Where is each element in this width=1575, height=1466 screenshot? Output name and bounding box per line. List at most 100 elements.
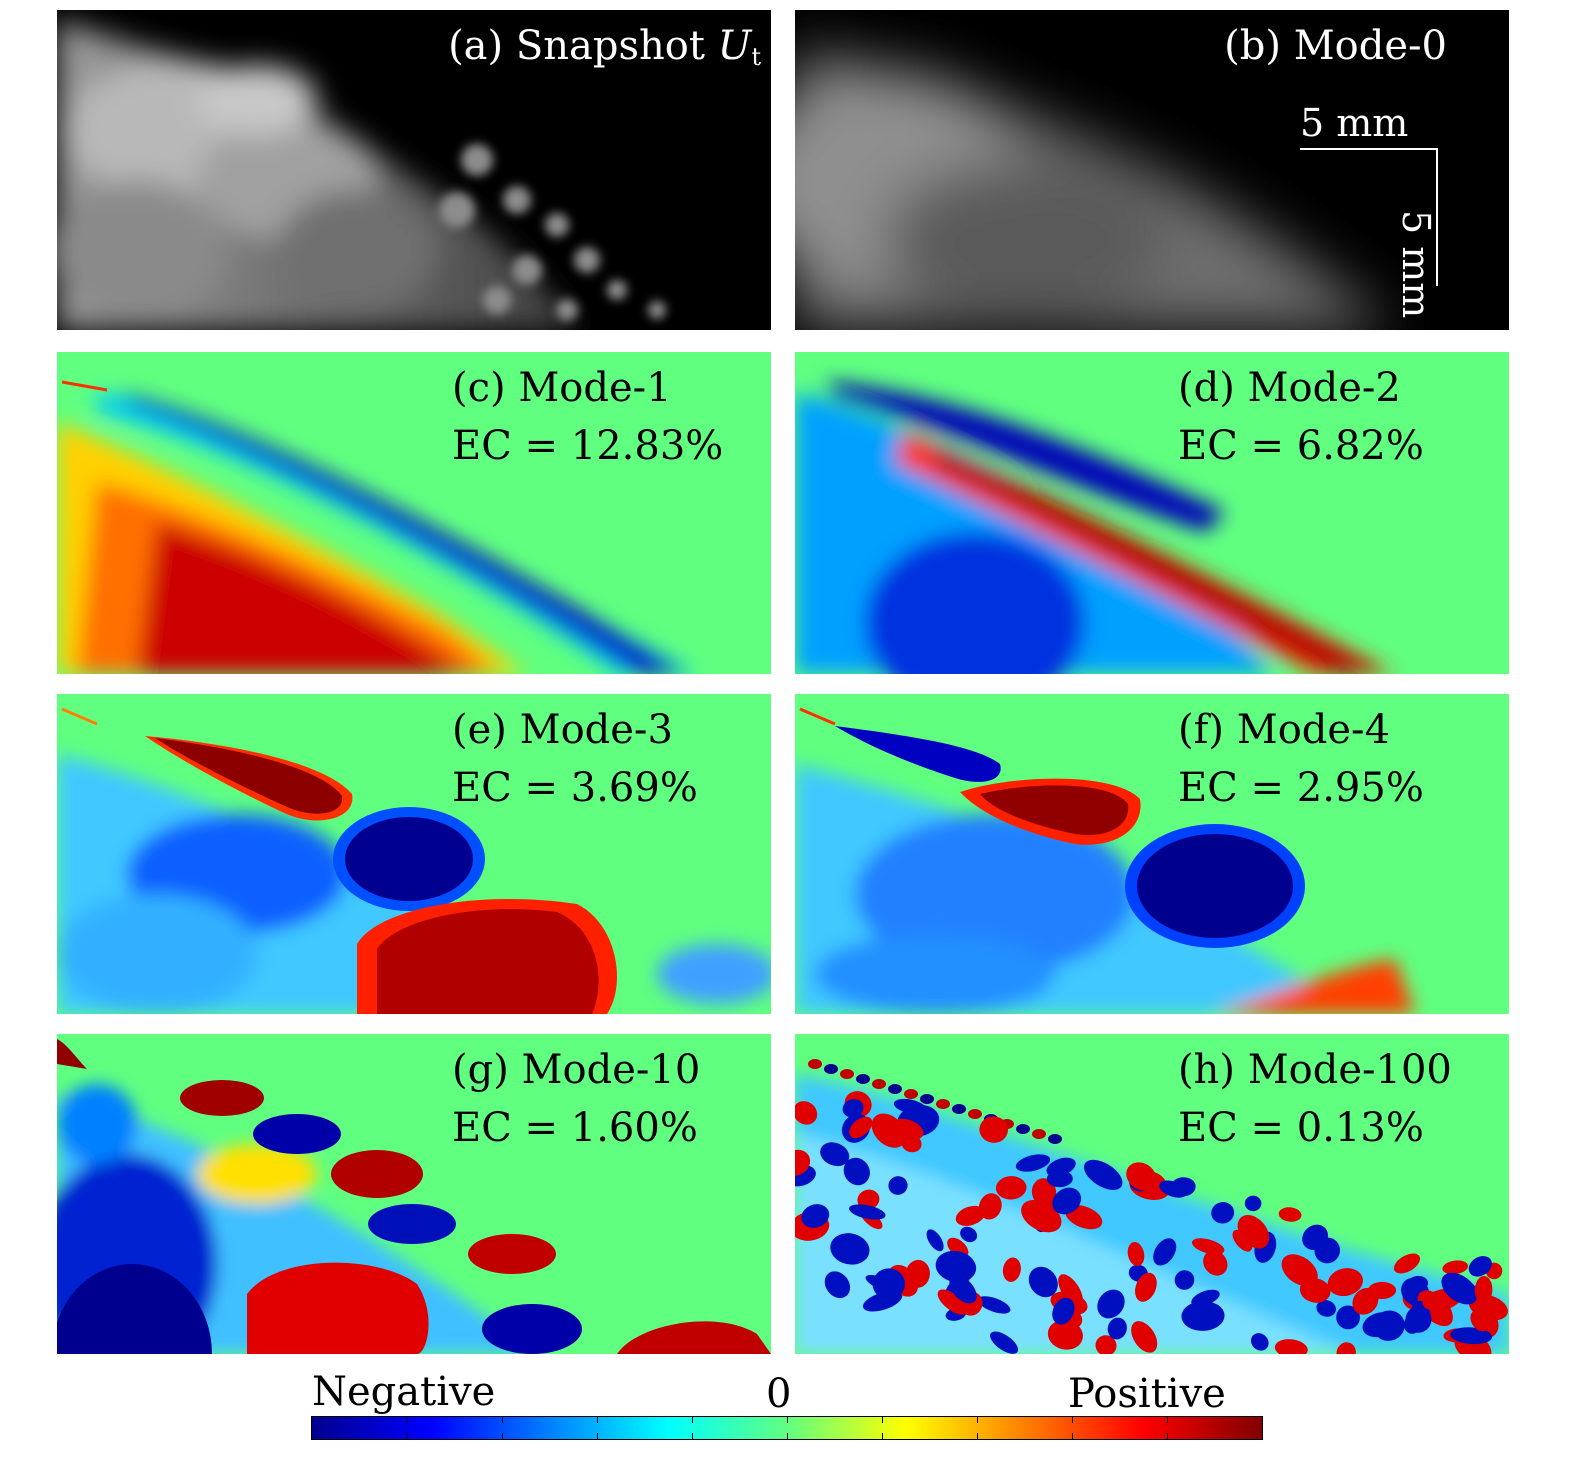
colorbar-tick [977, 1433, 978, 1439]
panel-e-mode-3: (e) Mode-3 EC = 3.69% [57, 694, 771, 1014]
mode-blob [955, 1205, 986, 1226]
mode-blob [1470, 1310, 1490, 1332]
mode-blob [935, 1250, 977, 1283]
mode-blob [978, 1193, 1002, 1220]
mode-blob [949, 1275, 977, 1304]
mode-blob [1244, 1195, 1262, 1212]
panel-c-mode-1: (c) Mode-1 EC = 12.83% [57, 352, 771, 674]
colorbar [311, 1416, 1263, 1440]
mode-blob [824, 1271, 851, 1299]
mode-blob [1468, 1256, 1492, 1277]
colorbar-tick [597, 1417, 598, 1423]
mode-blob [1052, 1187, 1082, 1215]
colorbar-tick [692, 1433, 693, 1439]
mode-100-field [795, 1034, 1509, 1354]
colorbar-tick [407, 1417, 408, 1423]
mode-blob [1352, 1287, 1379, 1315]
mode-blob [1016, 1124, 1030, 1134]
mode-blob [1095, 1335, 1117, 1354]
colorbar-tick [787, 1417, 788, 1423]
panel-c-energy: EC = 12.83% [452, 423, 724, 469]
mode-blob [937, 1289, 968, 1315]
colorbar-positive-label: Positive [1068, 1371, 1226, 1417]
panel-f-mode-4: (f) Mode-4 EC = 2.95% [795, 694, 1509, 1014]
panel-d-energy: EC = 6.82% [1178, 423, 1424, 469]
mode-blob [1131, 1321, 1158, 1353]
mode-blob [1336, 1342, 1356, 1354]
mode-blob [795, 1164, 816, 1187]
mode-blob [872, 1079, 886, 1089]
mode-blob [1251, 1333, 1269, 1351]
mode-blob [842, 1099, 864, 1118]
mode-blob [795, 1101, 818, 1125]
mode-blob [1032, 1129, 1046, 1139]
mode-blob [1281, 1254, 1318, 1287]
mode-blob [872, 1268, 905, 1300]
snapshot-image [57, 10, 771, 330]
mode-blob [1028, 1266, 1058, 1298]
mode-blob [1450, 1327, 1493, 1345]
panel-g-mode-10: (g) Mode-10 EC = 1.60% [57, 1034, 771, 1354]
mode-3-field [57, 694, 771, 1014]
panel-g-energy: EC = 1.60% [452, 1105, 698, 1151]
mode-blob [843, 1157, 870, 1186]
mode-blob [1046, 1170, 1073, 1188]
panel-h-energy: EC = 0.13% [1178, 1105, 1424, 1151]
mode-blob [1362, 1312, 1397, 1338]
colorbar-tick [502, 1433, 503, 1439]
mode-blob [968, 1109, 982, 1119]
mode-1-field [57, 352, 771, 674]
mode-blob [1174, 1270, 1195, 1290]
mode-blob [977, 1296, 1011, 1314]
mode-blob [905, 1259, 930, 1288]
mode-blob [888, 1084, 902, 1094]
mode-blob [1441, 1272, 1478, 1305]
mode-blob [1316, 1300, 1336, 1317]
mode-blob [1097, 1289, 1125, 1319]
panel-a-title: (a) Snapshot Ut [448, 23, 761, 71]
mode-blob [1393, 1253, 1421, 1274]
mode-blob [926, 1229, 944, 1252]
mode-blob [920, 1094, 934, 1104]
mode-blob [808, 1059, 822, 1069]
colorbar-tick [502, 1417, 503, 1423]
panel-g-title: (g) Mode-10 [452, 1047, 701, 1093]
mode-blob [871, 1113, 907, 1148]
mode-100-blob-pattern [795, 1059, 1508, 1354]
colorbar-tick [882, 1417, 883, 1423]
mode-blob [1211, 1202, 1235, 1224]
mode-blob [1107, 1317, 1127, 1340]
scale-bar-vertical-label: 5 mm [1394, 210, 1438, 319]
colorbar-negative-label: Negative [312, 1369, 496, 1415]
mode-blob [960, 1226, 978, 1243]
mode-blob [1442, 1260, 1469, 1275]
mode-blob [904, 1089, 918, 1099]
mode-blob [1237, 1214, 1270, 1249]
colorbar-tick [692, 1417, 693, 1423]
mode-blob [1159, 1180, 1188, 1198]
mode-blob [856, 1074, 870, 1084]
mode-blob [893, 1098, 927, 1115]
mode-blob [1232, 1229, 1253, 1252]
mode-blob [1336, 1305, 1360, 1330]
mode-blob [820, 1142, 850, 1167]
mode-blob [1135, 1272, 1157, 1302]
mode-blob [1065, 1205, 1103, 1230]
colorbar-tick [1167, 1433, 1168, 1439]
mode-blob [1181, 1301, 1225, 1331]
mode-blob [979, 1116, 1008, 1143]
scale-bar-horizontal-label: 5 mm [1300, 101, 1409, 145]
panel-h-title: (h) Mode-100 [1178, 1047, 1452, 1093]
mode-blob [1314, 1237, 1341, 1264]
mode-blob [1048, 1134, 1062, 1144]
colorbar-tick [1072, 1417, 1073, 1423]
panel-f-energy: EC = 2.95% [1178, 765, 1424, 811]
mode-blob [995, 1176, 1027, 1200]
panel-h-mode-100: (h) Mode-100 EC = 0.13% [795, 1034, 1509, 1354]
mode-blob [1474, 1276, 1493, 1304]
mode-10-field [57, 1034, 771, 1354]
mode-2-field [795, 352, 1509, 674]
panel-d-title: (d) Mode-2 [1178, 365, 1401, 411]
colorbar-zero-label: 0 [766, 1371, 792, 1417]
panel-e-title: (e) Mode-3 [452, 707, 673, 753]
